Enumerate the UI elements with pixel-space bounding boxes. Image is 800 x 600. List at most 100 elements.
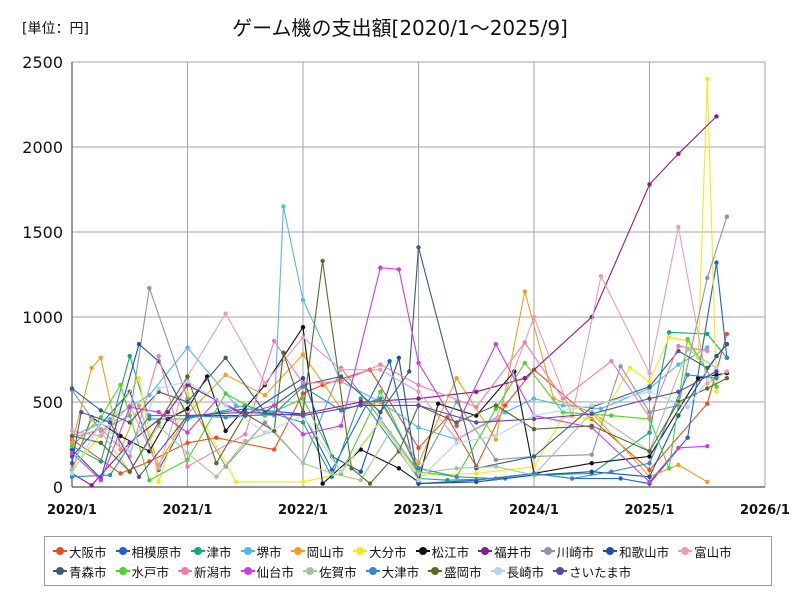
data-point	[127, 404, 132, 410]
data-point	[560, 415, 566, 420]
y-tick-label: 1000	[22, 308, 63, 327]
data-point	[522, 376, 527, 381]
data-point	[474, 479, 479, 485]
data-point	[705, 331, 710, 337]
legend-swatch	[53, 566, 67, 576]
data-point	[214, 435, 219, 440]
data-point	[676, 224, 681, 230]
data-point	[676, 445, 681, 451]
data-point	[647, 389, 652, 394]
data-point	[714, 389, 719, 394]
data-point	[705, 444, 710, 449]
data-point	[589, 469, 594, 474]
data-point	[89, 483, 94, 488]
data-point	[493, 433, 499, 439]
data-point	[531, 427, 537, 432]
data-point	[223, 464, 228, 469]
series-line	[71, 339, 708, 468]
data-point	[714, 114, 719, 119]
data-point	[589, 423, 594, 428]
data-point	[378, 396, 383, 401]
legend-swatch	[490, 566, 505, 576]
y-tick-label: 1500	[22, 223, 63, 242]
legend-label: 堺市	[256, 544, 282, 560]
legend-label: 津市	[206, 544, 232, 560]
data-point	[69, 440, 75, 445]
data-point	[300, 432, 306, 437]
data-point	[598, 274, 604, 279]
data-point	[714, 365, 719, 371]
data-point	[69, 447, 75, 452]
data-point	[127, 449, 132, 454]
data-point	[136, 474, 142, 479]
data-point	[185, 450, 190, 456]
data-point	[685, 336, 690, 342]
data-point	[223, 372, 228, 377]
data-point	[714, 369, 719, 374]
data-point	[666, 466, 672, 471]
series-line	[71, 374, 717, 480]
legend-item: 長崎市	[490, 561, 544, 581]
data-point	[454, 376, 459, 381]
data-point	[378, 265, 383, 270]
data-point	[262, 393, 268, 398]
series-lines	[69, 76, 730, 488]
data-point	[185, 406, 190, 411]
legend-item: 大津市	[365, 561, 419, 581]
legend-item: 大阪市	[53, 541, 107, 561]
data-point	[358, 396, 363, 401]
data-point	[358, 469, 363, 474]
legend-item: 盛岡市	[428, 561, 482, 581]
legend-swatch	[240, 566, 255, 576]
series-19	[69, 369, 719, 479]
data-point	[493, 342, 499, 347]
data-point	[589, 403, 594, 408]
data-point	[300, 420, 306, 425]
data-point	[358, 399, 363, 405]
data-point	[127, 353, 132, 359]
legend-label: 川崎市	[556, 544, 595, 560]
data-point	[329, 471, 335, 476]
data-point	[724, 376, 730, 381]
legend-swatch	[303, 566, 318, 576]
data-point	[147, 413, 152, 418]
data-point	[531, 471, 537, 476]
data-point	[320, 481, 325, 486]
legend-label: さいたま市	[569, 564, 632, 580]
data-point	[358, 478, 363, 483]
data-point	[185, 464, 190, 469]
data-point	[647, 415, 652, 420]
legend-label: 岡山市	[306, 544, 345, 560]
data-point	[493, 406, 499, 411]
data-point	[454, 437, 459, 442]
data-point	[156, 420, 161, 425]
data-point	[618, 476, 623, 481]
data-point	[233, 403, 239, 408]
data-point	[329, 467, 335, 473]
data-point	[69, 471, 75, 476]
data-point	[300, 297, 306, 303]
y-tick-label: 500	[32, 393, 63, 412]
data-point	[618, 364, 623, 369]
data-point	[136, 403, 142, 408]
data-point	[474, 404, 479, 410]
data-point	[493, 416, 499, 422]
data-point	[185, 416, 190, 422]
legend-label: 盛岡市	[444, 564, 482, 580]
legend-item: 和歌山市	[603, 541, 669, 561]
data-point	[156, 479, 161, 485]
data-point	[396, 449, 402, 454]
legend-label: 大阪市	[69, 544, 107, 560]
data-point	[147, 478, 152, 483]
data-point	[416, 478, 421, 483]
data-point	[396, 267, 402, 272]
data-point	[349, 466, 354, 471]
legend-item: 青森市	[53, 561, 107, 581]
data-point	[493, 403, 499, 408]
data-point	[647, 430, 652, 435]
legend-swatch	[428, 566, 443, 576]
data-point	[454, 440, 459, 445]
data-point	[609, 359, 614, 364]
data-point	[416, 403, 421, 408]
